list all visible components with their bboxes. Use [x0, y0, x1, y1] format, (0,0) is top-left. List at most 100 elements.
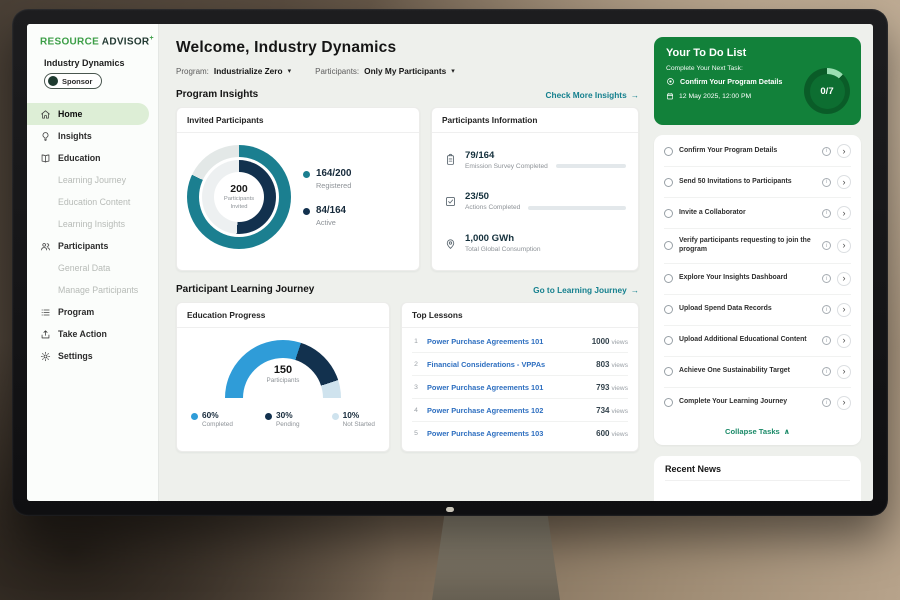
sidebar-item-label: Insights — [58, 131, 92, 142]
monitor-frame: RESOURCE ADVISOR+ Industry Dynamics Spon… — [12, 9, 888, 516]
chevron-down-icon: ▾ — [451, 68, 455, 75]
legend-item: 60% Completed — [191, 410, 233, 428]
sidebar-item-education-content[interactable]: Education Content — [27, 191, 158, 213]
action-arrow-icon — [41, 330, 50, 339]
sponsor-badge[interactable]: Sponsor — [44, 73, 103, 90]
task-row: Explore Your Insights Dashboard i › — [664, 264, 851, 295]
sidebar-item-label: Learning Journey — [58, 175, 126, 186]
sponsor-label: Sponsor — [62, 76, 93, 86]
chevron-right-icon[interactable]: › — [837, 333, 851, 348]
chevron-right-icon[interactable]: › — [837, 206, 851, 220]
link-label: Go to Learning Journey — [533, 284, 627, 295]
go-to-learning-journey-link[interactable]: Go to Learning Journey → — [533, 285, 639, 295]
lightbulb-icon — [42, 132, 49, 141]
chevron-right-icon[interactable]: › — [837, 144, 851, 158]
task-checkbox[interactable] — [664, 398, 673, 408]
info-icon[interactable]: i — [822, 336, 831, 346]
invited-participants-card: Invited Participants 200 Participants In… — [176, 107, 420, 271]
sidebar-item-label: Manage Participants — [58, 285, 139, 296]
todo-task-list: Confirm Your Program Details i › Send 50… — [654, 135, 861, 445]
sidebar: RESOURCE ADVISOR+ Industry Dynamics Spon… — [27, 24, 159, 501]
gear-icon — [40, 351, 51, 361]
info-icon[interactable]: i — [822, 398, 831, 408]
sidebar-item-home[interactable]: Home — [27, 103, 149, 126]
lesson-link[interactable]: Power Purchase Agreements 101 — [427, 382, 544, 392]
learning-journey-header: Participant Learning Journey Go to Learn… — [176, 284, 639, 295]
chevron-right-icon[interactable]: › — [837, 364, 851, 379]
stat-row: 23/50 Actions Completed — [444, 191, 626, 211]
progress-bar — [528, 205, 626, 210]
lesson-link[interactable]: Power Purchase Agreements 103 — [427, 428, 544, 438]
stat-row: 1,000 GWh Total Global Consumption — [444, 233, 626, 253]
collapse-tasks-button[interactable]: Collapse Tasks ∧ — [725, 426, 790, 436]
gauge-center-label: Participants — [266, 377, 300, 384]
todo-next-task: Confirm Your Program Details — [666, 77, 816, 86]
task-checkbox[interactable] — [664, 367, 673, 377]
app-window: RESOURCE ADVISOR+ Industry Dynamics Spon… — [27, 24, 873, 501]
task-checkbox[interactable] — [664, 274, 673, 284]
task-checkbox[interactable] — [664, 146, 673, 156]
task-row: Send 50 Invitations to Participants i › — [664, 167, 851, 198]
participants-filter[interactable]: Participants: Only My Participants ▾ — [315, 66, 455, 76]
info-icon[interactable]: i — [822, 367, 831, 377]
sidebar-item-label: Take Action — [58, 329, 107, 340]
info-icon[interactable]: i — [822, 241, 831, 251]
check-more-insights-link[interactable]: Check More Insights → — [546, 90, 639, 100]
survey-icon — [447, 154, 454, 166]
legend-dot — [331, 413, 339, 420]
card-title: Top Lessons — [402, 303, 638, 328]
legend-item: 30% Pending — [265, 410, 300, 428]
sidebar-item-participants[interactable]: Participants — [27, 235, 158, 257]
lesson-row: 1 Power Purchase Agreements 101 1000 view… — [412, 330, 628, 353]
sidebar-item-take-action[interactable]: Take Action — [27, 323, 158, 345]
task-row: Confirm Your Program Details i › — [664, 136, 851, 167]
info-icon[interactable]: i — [822, 305, 831, 315]
task-row: Upload Additional Educational Content i … — [664, 326, 851, 357]
donut-legend: 164/200 Registered 84/164 Active — [303, 168, 351, 227]
task-row: Achieve One Sustainability Target i › — [664, 357, 851, 388]
main-content: Welcome, Industry Dynamics Program: Indu… — [159, 24, 651, 501]
chevron-right-icon[interactable]: › — [837, 271, 851, 286]
link-label: Check More Insights — [545, 89, 627, 100]
lesson-link[interactable]: Power Purchase Agreements 102 — [427, 405, 544, 415]
lesson-row: 2 Financial Considerations - VPPAs 803 vi… — [412, 353, 628, 376]
sidebar-item-label: Program — [58, 307, 95, 318]
legend-item: 164/200 Registered — [303, 168, 351, 190]
sidebar-item-general-data[interactable]: General Data — [27, 257, 158, 279]
recent-news-title: Recent News — [665, 464, 850, 481]
invited-donut-chart: 200 Participants Invited — [187, 145, 291, 249]
participants-filter-value: Only My Participants — [364, 66, 447, 76]
chevron-right-icon[interactable]: › — [837, 395, 851, 410]
task-checkbox[interactable] — [664, 208, 673, 218]
program-filter-label: Program: — [176, 66, 209, 76]
info-icon[interactable]: i — [822, 146, 831, 156]
lesson-link[interactable]: Power Purchase Agreements 101 — [427, 336, 544, 346]
sidebar-item-settings[interactable]: Settings — [27, 345, 158, 367]
lesson-row: 3 Power Purchase Agreements 101 793 views — [412, 376, 628, 399]
lesson-link[interactable]: Financial Considerations - VPPAs — [427, 359, 546, 369]
sidebar-item-learning-journey[interactable]: Learning Journey — [27, 169, 158, 191]
sidebar-item-learning-insights[interactable]: Learning Insights — [27, 213, 158, 235]
sidebar-item-manage-participants[interactable]: Manage Participants — [27, 279, 158, 301]
education-progress-card: Education Progress 150 Participants — [176, 302, 390, 452]
chevron-up-icon: ∧ — [783, 426, 790, 436]
chevron-right-icon[interactable]: › — [837, 238, 851, 253]
sidebar-item-insights[interactable]: Insights — [27, 125, 158, 147]
card-title: Invited Participants — [177, 108, 419, 133]
program-filter[interactable]: Program: Industrialize Zero ▾ — [176, 66, 291, 76]
task-checkbox[interactable] — [664, 336, 673, 346]
info-icon[interactable]: i — [822, 274, 831, 284]
chevron-right-icon[interactable]: › — [837, 175, 851, 189]
top-lessons-card: Top Lessons 1 Power Purchase Agreements … — [401, 302, 639, 452]
task-row: Complete Your Learning Journey i › — [664, 388, 851, 418]
info-icon[interactable]: i — [822, 177, 831, 187]
task-checkbox[interactable] — [664, 241, 673, 251]
info-icon[interactable]: i — [822, 208, 831, 218]
chevron-right-icon[interactable]: › — [837, 302, 851, 317]
task-checkbox[interactable] — [664, 305, 673, 315]
task-checkbox[interactable] — [664, 177, 673, 187]
sidebar-item-program[interactable]: Program — [27, 301, 158, 323]
sidebar-item-education[interactable]: Education — [27, 147, 158, 169]
target-icon — [667, 78, 674, 85]
legend-dot — [303, 170, 310, 178]
